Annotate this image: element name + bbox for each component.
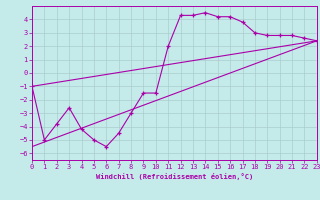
X-axis label: Windchill (Refroidissement éolien,°C): Windchill (Refroidissement éolien,°C) (96, 173, 253, 180)
